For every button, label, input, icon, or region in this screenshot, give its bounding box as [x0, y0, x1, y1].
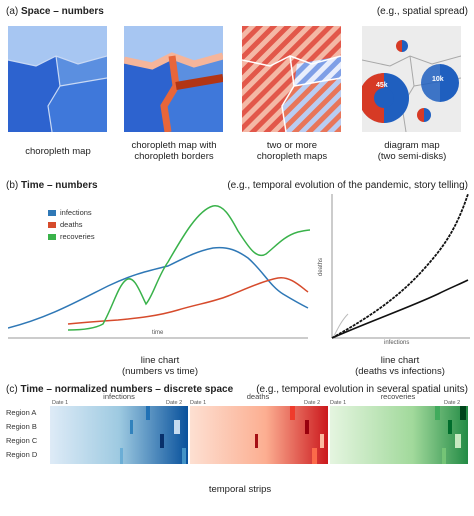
curve-origin	[333, 313, 349, 337]
legend-deaths-label: deaths	[60, 220, 83, 229]
deaths-axis-label: deaths	[318, 257, 324, 276]
section-a-title: Space – numbers	[21, 6, 104, 17]
strip-deaths	[190, 406, 328, 464]
map-caption-3: two or more choropleth maps	[234, 140, 350, 162]
chart-caption-right: line chart (deaths vs infections)	[340, 355, 460, 377]
date-start-recoveries: Date 1	[330, 400, 347, 406]
section-a-label: (a) Space – numbers	[6, 6, 104, 17]
legend-infections: infections	[48, 208, 95, 217]
region-label-c: Region C	[6, 436, 38, 445]
time-line-chart	[8, 205, 311, 339]
strip-recoveries	[330, 406, 468, 464]
choropleth-map	[8, 26, 107, 132]
map-caption-3-line1: two or more	[266, 140, 318, 151]
temporal-strips	[50, 406, 468, 464]
section-b-title: Time – numbers	[21, 180, 98, 191]
map-caption-2-line2: choropleth borders	[134, 151, 214, 162]
multi-choropleth-map	[242, 26, 341, 132]
choropleth-borders-map	[124, 26, 223, 132]
map-caption-3-line2: choropleth maps	[256, 151, 328, 162]
date-end-deaths: Date 2	[304, 400, 321, 406]
section-c-prefix: (c)	[6, 384, 18, 395]
section-b-label: (b) Time – numbers	[6, 180, 98, 191]
chart-caption-left-line2: (numbers vs time)	[121, 366, 198, 377]
region-label-b: Region B	[6, 422, 37, 431]
chart-caption-left-line1: line chart	[140, 355, 180, 366]
time-axis-label: time	[152, 330, 164, 336]
section-c-label: (c) Time – normalized numbers – discrete…	[6, 384, 233, 395]
section-c-note: (e.g., temporal evolution in several spa…	[256, 384, 468, 395]
date-end-infections: Date 2	[166, 400, 183, 406]
chart-caption-left: line chart (numbers vs time)	[100, 355, 220, 377]
strip-title-deaths: deaths	[246, 392, 270, 401]
strips-caption: temporal strips	[208, 484, 272, 495]
date-start-infections: Date 1	[52, 400, 69, 406]
infections-line	[8, 246, 309, 329]
region-label-a: Region A	[6, 408, 37, 417]
map-caption-4-line1: diagram map	[384, 140, 440, 151]
swatch-infections	[48, 210, 56, 217]
legend-recoveries-label: recoveries	[60, 232, 95, 241]
map-caption-4: diagram map (two semi-disks)	[354, 140, 470, 162]
date-start-deaths: Date 1	[190, 400, 207, 406]
region-label-d: Region D	[6, 450, 38, 459]
deaths-vs-infections-chart	[331, 193, 470, 339]
recoveries-line	[67, 205, 311, 331]
strip-title-recoveries: recoveries	[380, 392, 416, 401]
strip-infections	[50, 406, 188, 464]
legend-deaths: deaths	[48, 220, 95, 229]
map-caption-1: choropleth map	[0, 146, 116, 157]
section-b-prefix: (b)	[6, 180, 19, 191]
curve-upper	[331, 193, 469, 339]
legend-infections-label: infections	[60, 208, 92, 217]
diagram-map: 45k 10k	[362, 26, 461, 132]
legend-recoveries: recoveries	[48, 232, 95, 241]
chart-caption-right-line1: line chart	[380, 355, 420, 366]
section-a-note: (e.g., spatial spread)	[376, 6, 468, 17]
curve-lower	[331, 279, 469, 339]
chart-legend: infections deaths recoveries	[48, 208, 95, 241]
infections-axis-label: infections	[384, 340, 410, 346]
map-caption-2-line1: choropleth map with	[131, 140, 217, 151]
section-b-note: (e.g., temporal evolution of the pandemi…	[227, 180, 468, 191]
badge-45k: 45k	[376, 82, 388, 89]
section-a-prefix: (a)	[6, 6, 19, 17]
map-caption-1-line1: choropleth map	[25, 146, 91, 157]
chart-caption-right-line2: (deaths vs infections)	[355, 366, 445, 377]
badge-10k: 10k	[432, 76, 444, 83]
deaths-line	[67, 277, 309, 325]
date-end-recoveries: Date 2	[444, 400, 461, 406]
swatch-recoveries	[48, 234, 56, 241]
strip-title-infections: infections	[103, 392, 135, 401]
map-caption-2: choropleth map with choropleth borders	[116, 140, 232, 162]
section-c-title: Time – normalized numbers – discrete spa…	[20, 384, 234, 395]
map-caption-4-line2: (two semi-disks)	[377, 151, 447, 162]
swatch-deaths	[48, 222, 56, 229]
